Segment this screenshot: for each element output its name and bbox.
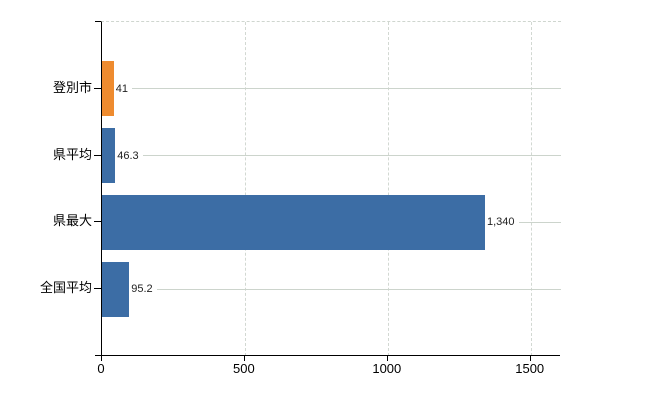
bar-value-label: 46.3 bbox=[117, 149, 139, 162]
bar bbox=[102, 194, 485, 250]
bar-row: 41 bbox=[102, 61, 561, 117]
x-axis-tick bbox=[386, 356, 388, 361]
x-axis-tick-label: 0 bbox=[97, 361, 105, 376]
row-guide-line bbox=[156, 288, 561, 290]
gridline-x-1500 bbox=[530, 22, 532, 356]
bar-value-label: 95.2 bbox=[131, 283, 153, 296]
row-guide-line bbox=[131, 88, 561, 90]
bar-row: 95.2 bbox=[102, 261, 561, 317]
x-axis-tick bbox=[529, 356, 531, 361]
category-label: 登別市 bbox=[52, 79, 92, 95]
x-axis-tick-label: 500 bbox=[233, 361, 255, 376]
y-axis-tick bbox=[94, 288, 101, 290]
gridline-x-500 bbox=[244, 22, 246, 356]
row-guide-line bbox=[518, 221, 561, 223]
category-label: 県平均 bbox=[52, 146, 92, 162]
y-axis-tick bbox=[94, 154, 101, 156]
bar-value-label: 41 bbox=[115, 82, 128, 95]
x-axis-tick bbox=[101, 356, 102, 361]
gridline-x-1000 bbox=[387, 22, 389, 356]
x-axis-line bbox=[95, 355, 560, 356]
row-guide-line bbox=[142, 155, 561, 157]
x-axis-tick-label: 1000 bbox=[372, 361, 402, 376]
y-axis-tick bbox=[94, 221, 101, 223]
y-axis-top-tick bbox=[95, 21, 101, 22]
x-axis-tick bbox=[243, 356, 245, 361]
y-axis-tick bbox=[94, 87, 101, 89]
plot-area: 41 46.3 1,340 95.2 bbox=[101, 21, 561, 356]
bar bbox=[102, 261, 130, 317]
category-label: 全国平均 bbox=[39, 280, 92, 296]
bar bbox=[102, 128, 116, 184]
category-label: 県最大 bbox=[52, 213, 92, 229]
bar bbox=[102, 61, 114, 117]
bar-row: 46.3 bbox=[102, 128, 561, 184]
bar-row: 1,340 bbox=[102, 194, 561, 250]
x-axis-tick-label: 1500 bbox=[515, 361, 545, 376]
bar-value-label: 1,340 bbox=[486, 216, 515, 229]
